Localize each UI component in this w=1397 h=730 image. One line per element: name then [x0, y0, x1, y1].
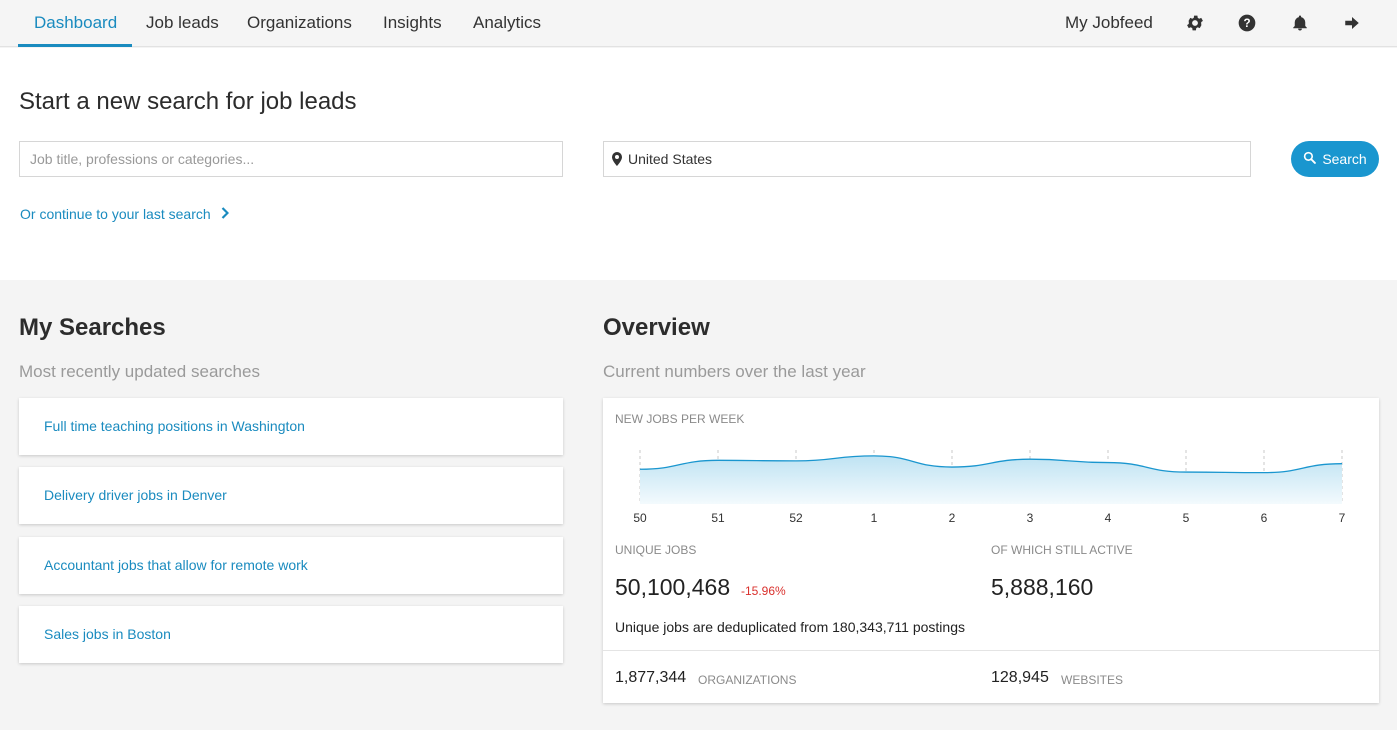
new-jobs-chart: 50 51 52 1 2 3 4 5 6 7 [633, 450, 1346, 525]
new-search-panel: Start a new search for job leads Search … [0, 48, 1397, 280]
divider [603, 650, 1379, 651]
x-tick-label: 50 [633, 511, 647, 525]
saved-search-label: Full time teaching positions in Washingt… [44, 418, 305, 434]
x-tick-label: 5 [1183, 511, 1190, 525]
unique-jobs-change: -15.96% [741, 584, 786, 598]
my-searches-title: My Searches [19, 314, 166, 341]
tab-dashboard[interactable]: Dashboard [34, 13, 118, 32]
chart-area [640, 455, 1342, 504]
active-jobs-value: 5,888,160 [991, 574, 1094, 600]
overview-title: Overview [603, 314, 710, 341]
job-title-input[interactable] [20, 142, 562, 176]
bell-icon[interactable] [1289, 12, 1311, 34]
dedup-note: Unique jobs are deduplicated from 180,34… [615, 619, 965, 635]
gear-icon[interactable] [1184, 12, 1206, 34]
job-title-field[interactable] [19, 141, 563, 177]
my-searches-subtitle: Most recently updated searches [19, 362, 260, 381]
search-title: Start a new search for job leads [19, 88, 357, 115]
saved-search-item[interactable]: Delivery driver jobs in Denver [19, 467, 563, 524]
active-jobs-label: OF WHICH STILL ACTIVE [991, 543, 1133, 557]
saved-search-label: Delivery driver jobs in Denver [44, 487, 227, 503]
x-tick-label: 7 [1339, 511, 1346, 525]
svg-text:?: ? [1243, 17, 1250, 30]
search-button[interactable]: Search [1291, 141, 1379, 177]
overview-subtitle: Current numbers over the last year [603, 362, 866, 381]
logout-icon[interactable] [1341, 12, 1363, 34]
saved-search-item[interactable]: Sales jobs in Boston [19, 606, 563, 663]
organizations-label: ORGANIZATIONS [698, 673, 797, 687]
x-tick-label: 3 [1027, 511, 1034, 525]
saved-search-label: Accountant jobs that allow for remote wo… [44, 557, 308, 573]
x-tick-label: 1 [871, 511, 878, 525]
x-tick-label: 51 [711, 511, 725, 525]
x-tick-label: 4 [1105, 511, 1112, 525]
search-icon [1303, 151, 1317, 167]
active-tab-indicator [18, 44, 132, 47]
search-button-label: Search [1322, 151, 1367, 167]
saved-search-item[interactable]: Accountant jobs that allow for remote wo… [19, 537, 563, 594]
saved-search-item[interactable]: Full time teaching positions in Washingt… [19, 398, 563, 455]
unique-jobs-value: 50,100,468 [615, 574, 731, 600]
overview-card: NEW JOBS PER WEEK 50 51 52 1 2 3 4 5 6 7 UNIQUE J… [603, 398, 1379, 703]
saved-search-label: Sales jobs in Boston [44, 626, 171, 642]
continue-last-search-link[interactable]: Or continue to your last search [20, 206, 229, 222]
continue-link-label: Or continue to your last search [20, 206, 211, 222]
x-tick-label: 6 [1261, 511, 1268, 525]
tab-job-leads[interactable]: Job leads [146, 13, 219, 32]
x-tick-label: 2 [949, 511, 956, 525]
tab-organizations[interactable]: Organizations [247, 13, 352, 32]
websites-count: 128,945 [991, 669, 1049, 686]
unique-jobs-label: UNIQUE JOBS [615, 543, 697, 557]
location-field[interactable] [603, 141, 1251, 177]
x-tick-label: 52 [789, 511, 803, 525]
chart-line [639, 455, 1343, 474]
tab-insights[interactable]: Insights [383, 13, 442, 32]
location-input[interactable] [604, 142, 1250, 176]
help-icon[interactable]: ? [1236, 12, 1258, 34]
chart-title: NEW JOBS PER WEEK [615, 412, 745, 426]
my-jobfeed-link[interactable]: My Jobfeed [1065, 13, 1153, 32]
tab-analytics[interactable]: Analytics [473, 13, 542, 32]
top-navigation: Dashboard Job leads Organizations Insigh… [0, 0, 1397, 47]
websites-label: WEBSITES [1061, 673, 1124, 687]
organizations-count: 1,877,344 [615, 669, 687, 686]
map-marker-icon [612, 152, 622, 169]
chevron-right-icon [221, 206, 229, 222]
